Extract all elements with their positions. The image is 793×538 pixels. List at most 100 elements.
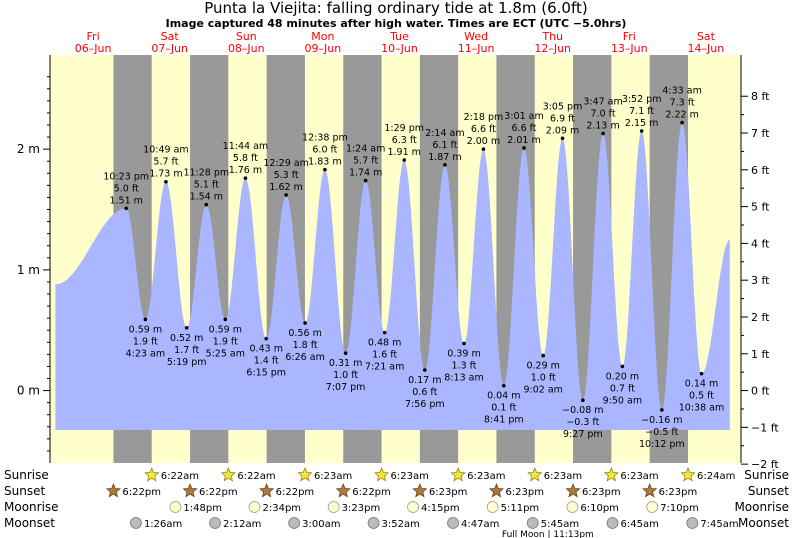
left-tick-label: 1 m	[17, 263, 40, 277]
low-tide-time: 4:23 am	[126, 348, 165, 359]
sunrise-time: 6:23am	[620, 471, 658, 482]
high-tide-feet: 6.1 ft	[432, 140, 457, 151]
moonrise-time: 7:10pm	[660, 503, 699, 514]
high-tide-meters: 1.83 m	[308, 157, 341, 168]
high-tide-time: 12:38 pm	[302, 133, 348, 144]
low-tide-point	[462, 341, 466, 346]
low-tide-time: 8:13 am	[444, 372, 483, 383]
sunrise-time: 6:24am	[697, 471, 735, 482]
right-tick-label: −2 ft	[751, 458, 779, 471]
date-label: 09–Jun	[305, 42, 342, 55]
moonset-moon-icon	[686, 517, 699, 529]
low-tide-feet: 1.4 ft	[254, 356, 279, 367]
high-tide-time: 2:18 pm	[464, 112, 504, 123]
sunrise-star-icon	[374, 467, 390, 482]
low-tide-point	[184, 326, 189, 330]
moonset-row-label-left: Moonset	[4, 516, 55, 530]
high-tide-point	[363, 178, 368, 183]
tide-area	[55, 122, 730, 430]
moonrise-time: 3:23pm	[342, 503, 381, 514]
tide-extreme-labels: 10:23 pm5.0 ft1.51 m0.59 m1.9 ft4:23 am1…	[103, 86, 724, 450]
high-tide-point	[323, 167, 327, 172]
date-strip	[50, 28, 741, 55]
moonset-moon-icon	[606, 517, 619, 529]
right-tick-label: 4 ft	[751, 237, 770, 250]
high-tide-point	[601, 131, 605, 136]
moonset-moon-icon	[130, 517, 142, 529]
moonset-row-label-right: Moonset	[738, 516, 789, 530]
sunrise-time: 6:23am	[314, 471, 352, 482]
low-tide-meters: 0.59 m	[209, 324, 242, 335]
high-tide-meters: 1.74 m	[349, 168, 382, 179]
low-tide-meters: 0.52 m	[170, 333, 203, 344]
low-tide-time: 7:56 pm	[405, 399, 445, 410]
high-tide-meters: 1.91 m	[387, 147, 420, 158]
high-tide-feet: 5.1 ft	[194, 180, 219, 191]
low-tide-time: 10:38 am	[679, 403, 724, 414]
sunrise-time: 6:22am	[161, 471, 199, 482]
high-tide-time: 3:05 pm	[543, 101, 583, 112]
low-tide-time: 7:21 am	[365, 362, 404, 373]
high-tide-feet: 7.0 ft	[591, 108, 616, 119]
moonrise-moon-icon	[169, 501, 182, 513]
moonrise-time: 6:10pm	[580, 503, 619, 514]
sunset-time: 6:23pm	[505, 487, 544, 498]
date-label: 10–Jun	[381, 42, 418, 55]
low-tide-meters: 0.04 m	[487, 391, 520, 402]
low-tide-point	[660, 408, 664, 412]
low-tide-time: 8:41 pm	[484, 415, 524, 426]
low-tide-point	[343, 351, 348, 355]
right-tick-label: 2 ft	[751, 311, 770, 324]
high-tide-meters: 2.15 m	[625, 118, 658, 129]
moonset-moon-icon	[526, 517, 539, 529]
sunset-star-icon	[565, 483, 581, 498]
date-label: 08–Jun	[228, 42, 265, 55]
low-tide-time: 6:15 pm	[246, 368, 286, 379]
sunrise-star-icon	[680, 467, 696, 482]
sunrise-star-icon	[450, 467, 466, 482]
low-tide-meters: 0.48 m	[368, 338, 401, 349]
day-of-week-label: Fri	[87, 30, 100, 43]
left-axis-meters: 0 m 1 m 2 m	[17, 55, 51, 463]
high-tide-meters: 1.87 m	[428, 152, 461, 163]
high-tide-feet: 5.0 ft	[114, 183, 139, 194]
high-tide-feet: 6.6 ft	[471, 124, 496, 135]
date-label: 11–Jun	[458, 42, 495, 55]
high-tide-feet: 6.6 ft	[512, 123, 537, 134]
high-tide-feet: 5.3 ft	[274, 170, 299, 181]
sunrise-star-icon	[144, 467, 160, 482]
date-label: 14–Jun	[688, 42, 725, 55]
high-tide-point	[639, 129, 644, 133]
right-axis-feet: −2 ft −1 ft 0 ft 1 ft 2 ft 3 ft 4 ft 5 ft 6 ft 7 …	[740, 55, 779, 471]
date-label: 07–Jun	[151, 42, 188, 55]
low-tide-time: 9:27 pm	[563, 429, 603, 440]
high-tide-meters: 2.01 m	[507, 135, 540, 146]
low-tide-feet: 0.7 ft	[610, 383, 635, 394]
chart-subtitle: Image captured 48 minutes after high wat…	[166, 17, 627, 30]
high-tide-point	[284, 193, 288, 197]
day-of-week-label: Mon	[311, 30, 334, 43]
moonrise-moon-icon	[566, 501, 579, 513]
day-of-week-label: Fri	[623, 30, 636, 43]
moonrise-time: 4:15pm	[421, 503, 460, 514]
sunset-star-icon	[335, 483, 351, 498]
low-tide-meters: 0.56 m	[288, 328, 321, 339]
low-tide-meters: 0.17 m	[408, 375, 441, 386]
moonrise-moon-icon	[646, 501, 659, 513]
sunrise-star-icon	[297, 467, 313, 482]
right-tick-label: 0 ft	[751, 385, 770, 398]
low-tide-time: 9:50 am	[603, 395, 642, 406]
day-of-week-label: Sat	[161, 30, 180, 43]
day-of-week-label: Wed	[464, 30, 488, 43]
low-tide-feet: 1.3 ft	[452, 360, 477, 371]
high-tide-feet: 6.3 ft	[392, 135, 417, 146]
high-tide-feet: 5.8 ft	[233, 153, 258, 164]
right-tick-label: −1 ft	[751, 421, 779, 434]
sunset-row-label-right: Sunset	[748, 484, 789, 498]
high-tide-time: 3:52 pm	[622, 94, 662, 105]
moonset-time: 3:52am	[382, 519, 420, 530]
low-tide-meters: −0.08 m	[562, 405, 603, 416]
low-tide-meters: 0.14 m	[685, 379, 718, 390]
moonset-moon-icon	[288, 517, 301, 529]
low-tide-meters: 0.31 m	[329, 358, 362, 369]
